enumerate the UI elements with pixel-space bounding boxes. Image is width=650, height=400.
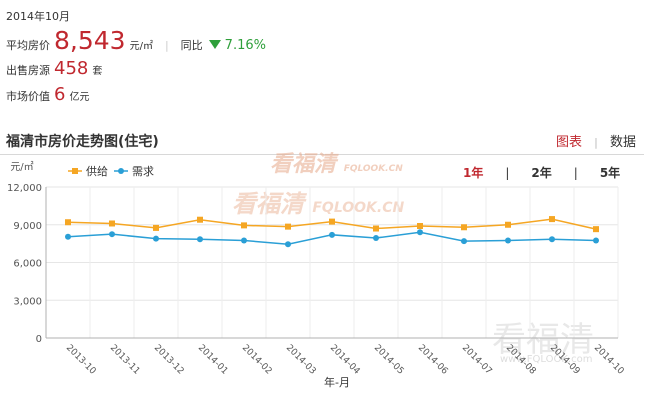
data-point — [417, 229, 423, 236]
yoy-label: 同比 — [180, 39, 203, 52]
data-point — [109, 220, 115, 227]
y-tick-label: 9,000 — [13, 221, 42, 232]
avg-price-unit: 元/㎡ — [129, 41, 153, 52]
data-point — [549, 236, 555, 243]
market-value-value: 6 — [54, 84, 66, 105]
x-tick-label: 2014-04 — [328, 343, 362, 377]
tab-data[interactable]: 数据 — [609, 135, 636, 150]
watermark-brand-text: 看福清 — [232, 190, 304, 218]
x-tick-label: 2013-11 — [108, 343, 142, 377]
listings-row: 出售房源 458 套 — [6, 58, 102, 79]
x-tick-label: 2013-12 — [152, 343, 186, 377]
legend-label: 供给 — [86, 164, 108, 178]
yoy-value: 7.16% — [224, 38, 266, 53]
range-separator: | — [573, 166, 578, 180]
watermark-domain-text: FQLOOK.CN — [343, 164, 403, 174]
data-point — [241, 222, 247, 229]
watermark-corner-text: 看福清 — [492, 320, 594, 360]
listings-unit: 套 — [92, 66, 103, 77]
x-tick-label: 2014-02 — [240, 343, 274, 377]
data-point — [461, 224, 467, 231]
watermark-brand-large: 看福清 FQLOOK.CN — [232, 184, 404, 219]
data-point — [285, 223, 291, 230]
x-tick-label: 2014-03 — [284, 343, 318, 377]
data-point — [505, 221, 511, 228]
data-point — [197, 216, 203, 223]
watermark-domain-text: FQLOOK.CN — [312, 200, 405, 216]
listings-label: 出售房源 — [6, 64, 50, 77]
range-separator: | — [505, 166, 510, 180]
stat-separator: | — [164, 39, 169, 52]
watermark-corner-domain-text: www.FQLOOK.com — [500, 354, 593, 365]
data-point — [593, 237, 599, 244]
y-tick-label: 0 — [36, 334, 42, 345]
x-tick-label: 2014-09 — [548, 343, 582, 377]
range-selector: 1年 | 2年 | 5年 — [463, 164, 642, 181]
data-point — [329, 218, 335, 225]
x-tick-label: 2014-07 — [460, 343, 494, 377]
watermark-brand: 看福清 FQLOOK.CN — [270, 146, 403, 178]
x-tick-label: 2014-05 — [372, 343, 406, 377]
avg-price-row: 平均房价 8,543 元/㎡ | 同比 7.16% — [6, 26, 266, 55]
data-point — [549, 216, 555, 223]
market-value-unit: 亿元 — [69, 92, 90, 103]
watermark-brand-text: 看福清 — [270, 152, 337, 177]
down-arrow-icon — [208, 40, 221, 49]
legend-marker — [118, 168, 124, 174]
section-divider — [0, 154, 644, 155]
market-value-row: 市场价值 6 亿元 — [6, 84, 89, 105]
watermark-corner: 看福清 — [492, 312, 594, 361]
data-point — [109, 231, 115, 238]
y-axis-unit-label: 元/㎡ — [10, 161, 33, 173]
y-tick-label: 12,000 — [7, 183, 42, 194]
x-tick-label: 2013-10 — [64, 343, 98, 377]
chart-section-title: 福清市房价走势图(住宅) — [6, 134, 159, 150]
data-point — [153, 235, 159, 242]
x-tick-label: 2014-08 — [504, 343, 538, 377]
data-point — [65, 219, 71, 226]
y-tick-label: 6,000 — [13, 259, 42, 270]
y-tick-label: 3,000 — [13, 296, 42, 307]
data-point — [461, 238, 467, 245]
data-point — [285, 241, 291, 248]
x-axis-title: 年-月 — [324, 375, 350, 389]
range-1y[interactable]: 1年 — [463, 166, 484, 180]
legend-label: 需求 — [132, 165, 154, 178]
avg-price-value: 8,543 — [54, 26, 126, 55]
data-point — [373, 234, 379, 241]
listings-value: 458 — [54, 58, 89, 79]
data-point — [241, 237, 247, 244]
summary-date: 2014年10月 — [6, 10, 70, 23]
avg-price-label: 平均房价 — [6, 39, 50, 52]
data-point — [373, 225, 379, 232]
data-point — [65, 233, 71, 240]
tab-separator: | — [594, 136, 598, 149]
x-tick-label: 2014-06 — [416, 343, 450, 377]
legend-marker — [72, 168, 78, 174]
data-point — [197, 236, 203, 243]
data-point — [593, 226, 599, 233]
view-tabs: 图表 | 数据 — [556, 131, 636, 150]
data-point — [417, 223, 423, 230]
range-2y[interactable]: 2年 — [531, 166, 552, 180]
watermark-corner-domain: www.FQLOOK.com — [500, 354, 592, 365]
data-point — [505, 237, 511, 244]
data-point — [329, 231, 335, 238]
tab-chart[interactable]: 图表 — [555, 135, 582, 150]
market-value-label: 市场价值 — [6, 90, 50, 103]
x-tick-label: 2014-01 — [196, 343, 230, 377]
range-5y[interactable]: 5年 — [599, 166, 621, 180]
x-tick-label: 2014-10 — [592, 343, 626, 377]
data-point — [153, 224, 159, 231]
